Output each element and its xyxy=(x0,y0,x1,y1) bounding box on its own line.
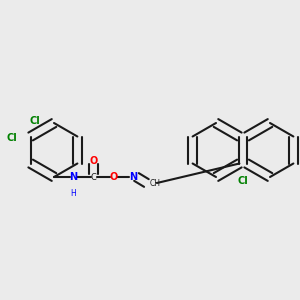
Text: N: N xyxy=(129,172,137,182)
Text: CH: CH xyxy=(149,178,161,188)
Text: Cl: Cl xyxy=(30,116,40,127)
Text: Cl: Cl xyxy=(237,176,248,185)
Text: O: O xyxy=(90,155,98,166)
Text: Cl: Cl xyxy=(6,133,17,143)
Text: O: O xyxy=(109,172,118,182)
Text: C: C xyxy=(91,172,97,182)
Text: N: N xyxy=(69,172,77,182)
Text: H: H xyxy=(70,189,76,198)
